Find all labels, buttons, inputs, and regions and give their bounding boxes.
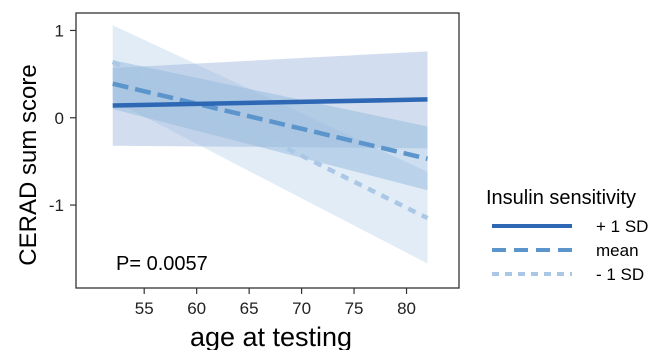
legend-label-mean: mean (596, 241, 639, 260)
legend: Insulin sensitivity + 1 SD mean - 1 SD (486, 187, 648, 284)
x-tick-label: 65 (240, 299, 259, 318)
y-axis: 1 0 -1 (49, 21, 76, 215)
ci-band-plus-1-sd (112, 51, 428, 149)
ci-band-minus-1-sd (112, 25, 428, 264)
x-tick-label: 55 (135, 299, 154, 318)
x-axis-title: age at testing (190, 322, 352, 350)
y-tick-label: -1 (49, 196, 64, 215)
ci-band-mean (112, 60, 428, 191)
x-tick-label: 70 (292, 299, 311, 318)
series-line-mean (112, 81, 429, 161)
y-axis-title: CERAD sum score (15, 64, 42, 265)
legend-title: Insulin sensitivity (486, 187, 636, 209)
plot-frame (75, 12, 460, 289)
legend-label-minus-1-sd: - 1 SD (596, 265, 644, 284)
x-tick-label: 80 (397, 299, 416, 318)
confidence-bands (112, 25, 428, 264)
legend-label-plus-1-sd: + 1 SD (596, 217, 648, 236)
series-line-plus-1-sd (112, 97, 428, 108)
x-tick-label: 60 (187, 299, 206, 318)
series-line-minus-1-sd (111, 59, 429, 221)
y-tick-label: 0 (55, 109, 64, 128)
x-axis: 55 60 65 70 75 80 (135, 288, 416, 318)
x-tick-label: 75 (345, 299, 364, 318)
p-value-annotation: P= 0.0057 (116, 253, 208, 275)
y-tick-label: 1 (55, 21, 64, 40)
series-lines (111, 59, 429, 221)
